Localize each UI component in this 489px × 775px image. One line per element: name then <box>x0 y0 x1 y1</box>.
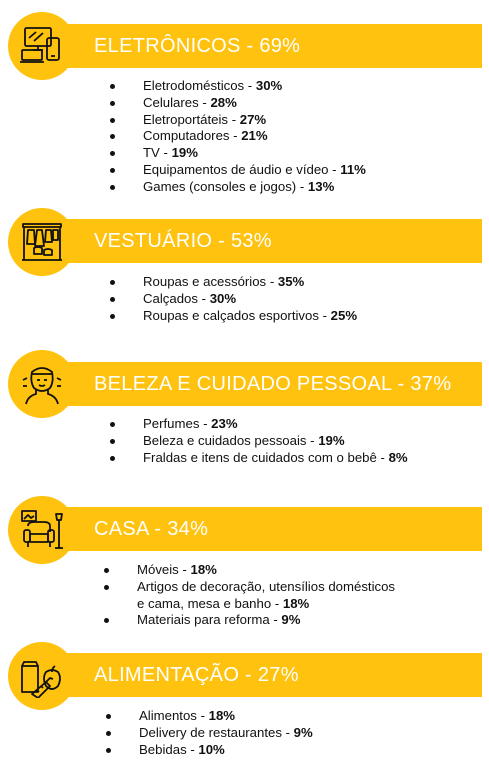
category-icon-circle <box>8 642 76 710</box>
item-list: Móveis - 18% Artigos de decoração, utens… <box>104 562 395 629</box>
category-title: VESTUÁRIO - 53% <box>94 230 272 252</box>
list-item: Perfumes - 23% <box>110 416 408 433</box>
category-clothing: VESTUÁRIO - 53% Roupas e acessórios - 35… <box>0 208 489 328</box>
list-item: Calçados - 30% <box>110 291 357 308</box>
category-banner: ELETRÔNICOS - 69% <box>58 24 482 68</box>
list-item: Móveis - 18% <box>104 562 395 579</box>
list-item: Games (consoles e jogos) - 13% <box>110 179 366 196</box>
category-title: ALIMENTAÇÃO - 27% <box>94 664 299 686</box>
beauty-face-icon <box>22 367 62 405</box>
category-beauty: BELEZA E CUIDADO PESSOAL - 37% Perfumes … <box>0 350 489 470</box>
list-item: Celulares - 28% <box>110 95 366 112</box>
list-item: TV - 19% <box>110 145 366 162</box>
clothing-rack-icon <box>22 223 62 261</box>
home-armchair-icon <box>21 510 63 549</box>
list-item: Delivery de restaurantes - 9% <box>106 725 313 742</box>
list-item: Bebidas - 10% <box>106 742 313 759</box>
item-list: Roupas e acessórios - 35% Calçados - 30%… <box>110 274 357 324</box>
list-item: Equipamentos de áudio e vídeo - 11% <box>110 162 366 179</box>
food-icon <box>21 661 61 698</box>
category-icon-circle <box>8 12 76 80</box>
category-electronics: ELETRÔNICOS - 69% Eletrodomésticos - 30%… <box>0 12 489 202</box>
category-icon-circle <box>8 350 76 418</box>
category-title: BELEZA E CUIDADO PESSOAL - 37% <box>94 373 452 395</box>
item-list: Perfumes - 23% Beleza e cuidados pessoai… <box>110 416 408 466</box>
category-home: CASA - 34% Móveis - 18% Artigos de decor… <box>0 496 489 636</box>
list-item: Materiais para reforma - 9% <box>104 612 395 629</box>
list-item: Fraldas e itens de cuidados com o bebê -… <box>110 450 408 467</box>
list-item: Artigos de decoração, utensílios domésti… <box>104 579 395 613</box>
electronics-icon <box>20 27 60 63</box>
category-food: ALIMENTAÇÃO - 27% Alimentos - 18% Delive… <box>0 642 489 767</box>
category-title: CASA - 34% <box>94 518 209 540</box>
list-item: Roupas e calçados esportivos - 25% <box>110 308 357 325</box>
list-item: Eletrodomésticos - 30% <box>110 78 366 95</box>
list-item: Alimentos - 18% <box>106 708 313 725</box>
item-list: Eletrodomésticos - 30% Celulares - 28% E… <box>110 78 366 196</box>
category-banner: VESTUÁRIO - 53% <box>58 219 482 263</box>
item-list: Alimentos - 18% Delivery de restaurantes… <box>106 708 313 758</box>
category-title: ELETRÔNICOS - 69% <box>94 35 301 57</box>
list-item: Roupas e acessórios - 35% <box>110 274 357 291</box>
list-item: Beleza e cuidados pessoais - 19% <box>110 433 408 450</box>
category-icon-circle <box>8 208 76 276</box>
list-item: Eletroportáteis - 27% <box>110 112 366 129</box>
category-icon-circle <box>8 496 76 564</box>
category-banner: CASA - 34% <box>58 507 482 551</box>
category-banner: ALIMENTAÇÃO - 27% <box>58 653 482 697</box>
list-item: Computadores - 21% <box>110 128 366 145</box>
category-banner: BELEZA E CUIDADO PESSOAL - 37% <box>58 362 482 406</box>
